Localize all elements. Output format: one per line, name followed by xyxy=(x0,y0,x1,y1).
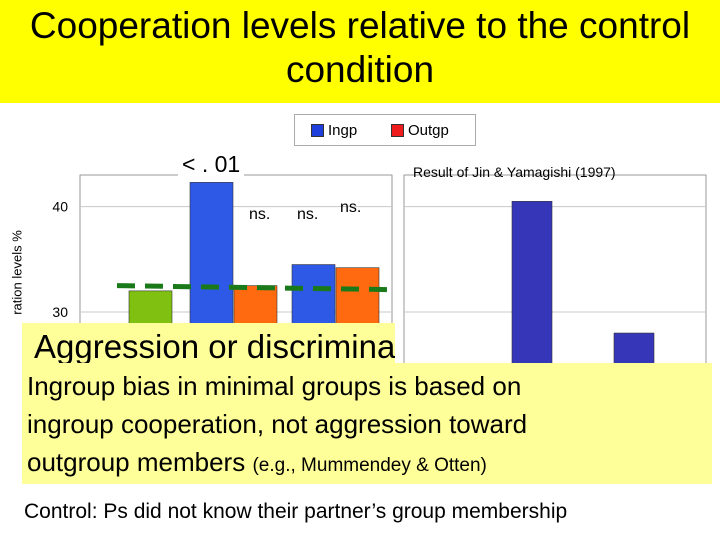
y-axis-label: ration levels % xyxy=(9,230,25,315)
aggression-text: Aggression or discrimination? xyxy=(34,328,395,363)
ingroup-bias-text: Ingroup bias in minimal groups is based … xyxy=(27,367,707,485)
bias-line-text: outgroup members xyxy=(27,447,246,477)
legend-label-outgroup: Outgp xyxy=(408,122,449,139)
source-citation: Result of Jin & Yamagishi (1997) xyxy=(413,164,616,180)
bias-citation: (e.g., Mummendey & Otten) xyxy=(252,455,487,476)
significance-ns-label: ns. xyxy=(249,206,271,223)
title-banner: Cooperation levels relative to the contr… xyxy=(0,0,720,103)
aggression-callout: Aggression or discrimination? xyxy=(22,323,395,363)
significance-ns-label: ns. xyxy=(340,199,362,216)
chart-legend: Ingp Outgp xyxy=(294,114,476,146)
ingroup-bias-callout: Ingroup bias in minimal groups is based … xyxy=(22,363,712,484)
legend-label-ingroup: Ingp xyxy=(328,122,358,139)
page-title: Cooperation levels relative to the contr… xyxy=(29,5,691,90)
bias-line: ingroup cooperation, not aggression towa… xyxy=(27,409,528,439)
control-level-line xyxy=(116,283,392,293)
y-tick-label: 40 xyxy=(52,199,68,215)
legend-swatch-ingroup xyxy=(311,124,324,137)
legend-swatch-outgroup xyxy=(391,124,404,137)
y-tick-label: 30 xyxy=(52,304,68,320)
control-condition-note: Control: Ps did not know their partner’s… xyxy=(24,500,568,523)
significance-main-label: < . 01 xyxy=(178,151,245,178)
legend-item-ingroup: Ingp xyxy=(311,122,357,139)
significance-ns-label: ns. xyxy=(297,206,319,223)
bias-line: outgroup members (e.g., Mummendey & Otte… xyxy=(27,443,707,485)
legend-item-outgroup: Outgp xyxy=(391,122,449,139)
bias-line: Ingroup bias in minimal groups is based … xyxy=(27,371,522,401)
